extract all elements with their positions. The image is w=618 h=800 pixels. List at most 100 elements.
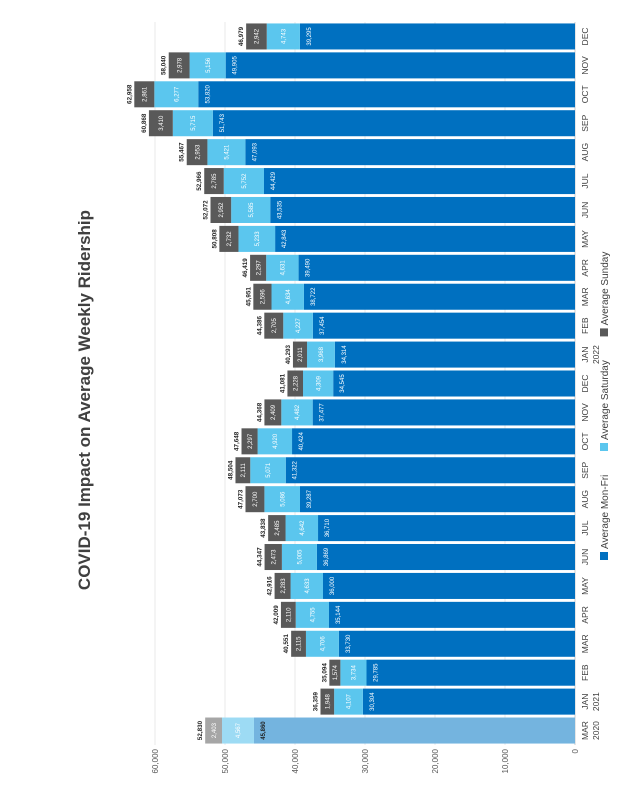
legend-label: Average Mon-Fri — [600, 475, 611, 549]
total-label: 48,504 — [227, 460, 234, 480]
bar-segment-average-mon-fri — [303, 283, 575, 310]
data-label: 3,410 — [159, 115, 165, 131]
legend-swatch — [600, 328, 608, 337]
y-axis-ticks: 0 10,000 20,000 30,000 40,000 50,000 60,000 — [151, 748, 580, 773]
legend-swatch — [600, 443, 608, 451]
data-label: 4,706 — [321, 636, 327, 652]
bar-segment-average-sunday — [287, 370, 304, 397]
data-label: 42,843 — [282, 229, 288, 248]
data-label: 2,861 — [143, 86, 149, 102]
data-label: 5,585 — [249, 202, 255, 218]
data-label: 36,869 — [324, 547, 330, 566]
bar-segment-average-sunday — [205, 717, 223, 744]
data-label: 5,156 — [206, 57, 212, 73]
bar-segment-average-mon-fri — [275, 225, 575, 252]
x-tick-month: AUG — [580, 490, 590, 508]
legend-swatch — [600, 552, 608, 560]
data-label: 49,905 — [233, 56, 239, 75]
data-label: 2,785 — [212, 173, 218, 189]
total-label: 46,979 — [238, 26, 245, 46]
x-tick-month: SEP — [580, 461, 590, 478]
data-label: 2,403 — [212, 722, 218, 738]
legend-label: Average Saturday — [600, 360, 611, 440]
total-label: 42,009 — [273, 605, 280, 625]
x-tick-month: JAN — [580, 347, 590, 363]
data-label: 5,086 — [280, 491, 286, 507]
bar-segment-average-mon-fri — [253, 717, 575, 744]
bar-segment-average-mon-fri — [298, 254, 575, 281]
total-label: 44,368 — [256, 402, 263, 422]
data-label: 39,490 — [306, 258, 312, 277]
x-tick-month: JAN — [580, 694, 590, 710]
total-label: 62,958 — [126, 84, 133, 104]
bar-segment-average-sunday — [219, 225, 239, 252]
data-label: 2,942 — [255, 28, 261, 44]
bar-segment-average-sunday — [264, 399, 282, 426]
bar-segment-average-saturday — [290, 572, 323, 599]
total-label: 47,073 — [237, 489, 244, 509]
bar-segment-average-sunday — [235, 457, 251, 484]
total-label: 55,467 — [179, 142, 186, 162]
x-tick-month: DEC — [580, 375, 590, 393]
x-tick-month: APR — [580, 259, 590, 276]
x-tick-month: JUL — [580, 173, 590, 188]
x-tick-year: 2022 — [591, 345, 601, 364]
y-tick-label: 10,000 — [501, 748, 510, 773]
bar-segment-average-sunday — [264, 544, 282, 571]
legend: Average Mon-Fri Average Saturday Average S… — [600, 252, 611, 560]
x-tick-month: OCT — [580, 85, 590, 103]
bar-segment-average-mon-fri — [312, 312, 575, 339]
x-tick-month: AUG — [580, 143, 590, 161]
total-label: 45,951 — [245, 287, 252, 307]
total-label: 40,293 — [285, 344, 292, 364]
data-label: 39,295 — [307, 27, 313, 46]
total-label: 52,966 — [196, 171, 203, 191]
bar-segment-average-mon-fri — [225, 52, 575, 79]
data-label: 2,953 — [195, 144, 201, 160]
total-label: 52,072 — [202, 200, 209, 220]
y-tick-label: 50,000 — [221, 748, 230, 773]
bar-segment-average-saturday — [223, 168, 264, 195]
data-label: 5,233 — [255, 231, 261, 247]
bar-segment-average-saturday — [266, 254, 299, 281]
y-tick-label: 0 — [571, 748, 580, 753]
bar-segment-average-mon-fri — [366, 659, 575, 686]
bar-segment-average-mon-fri — [333, 370, 575, 397]
legend-label: Average Sunday — [600, 252, 611, 326]
data-label: 53,820 — [205, 84, 211, 103]
bar-segment-average-sunday — [274, 572, 291, 599]
bar-segment-average-sunday — [245, 486, 265, 513]
data-label: 2,011 — [298, 347, 304, 362]
total-label: 35,094 — [321, 663, 328, 683]
data-label: 5,421 — [225, 144, 231, 160]
bar-segment-average-saturday — [334, 688, 363, 715]
bar-segment-average-mon-fri — [285, 457, 575, 484]
data-label: 1,574 — [333, 665, 339, 681]
bar-segment-average-mon-fri — [292, 428, 575, 455]
data-label: 44,429 — [271, 171, 277, 190]
data-label: 2,705 — [272, 317, 278, 333]
x-tick-month: JUL — [580, 520, 590, 535]
data-label: 2,485 — [275, 520, 281, 536]
total-label: 43,838 — [260, 518, 267, 538]
y-tick-label: 60,000 — [151, 748, 160, 773]
data-label: 37,477 — [320, 403, 326, 422]
data-label: 38,722 — [311, 287, 317, 306]
bar-segment-average-mon-fri — [245, 139, 575, 166]
x-tick-month: NOV — [580, 56, 590, 75]
data-label: 29,785 — [374, 663, 380, 682]
data-label: 2,409 — [271, 404, 277, 420]
data-label: 6,277 — [174, 86, 180, 102]
data-label: 5,715 — [191, 115, 197, 131]
bar-segment-average-sunday — [292, 341, 308, 368]
bars: 45,860 4,567 2,403 52,830 30,304 4,107 1,948 36… — [126, 23, 576, 744]
x-tick-month: JUN — [580, 202, 590, 219]
data-label: 2,228 — [293, 375, 299, 391]
bar-segment-average-saturday — [231, 196, 271, 223]
x-tick-month: FEB — [580, 317, 590, 334]
data-label: 41,322 — [293, 460, 299, 479]
data-label: 2,700 — [253, 491, 259, 507]
bar-segment-average-sunday — [210, 196, 232, 223]
bar-segment-average-saturday — [264, 486, 300, 513]
bar-segment-average-saturday — [295, 601, 329, 628]
